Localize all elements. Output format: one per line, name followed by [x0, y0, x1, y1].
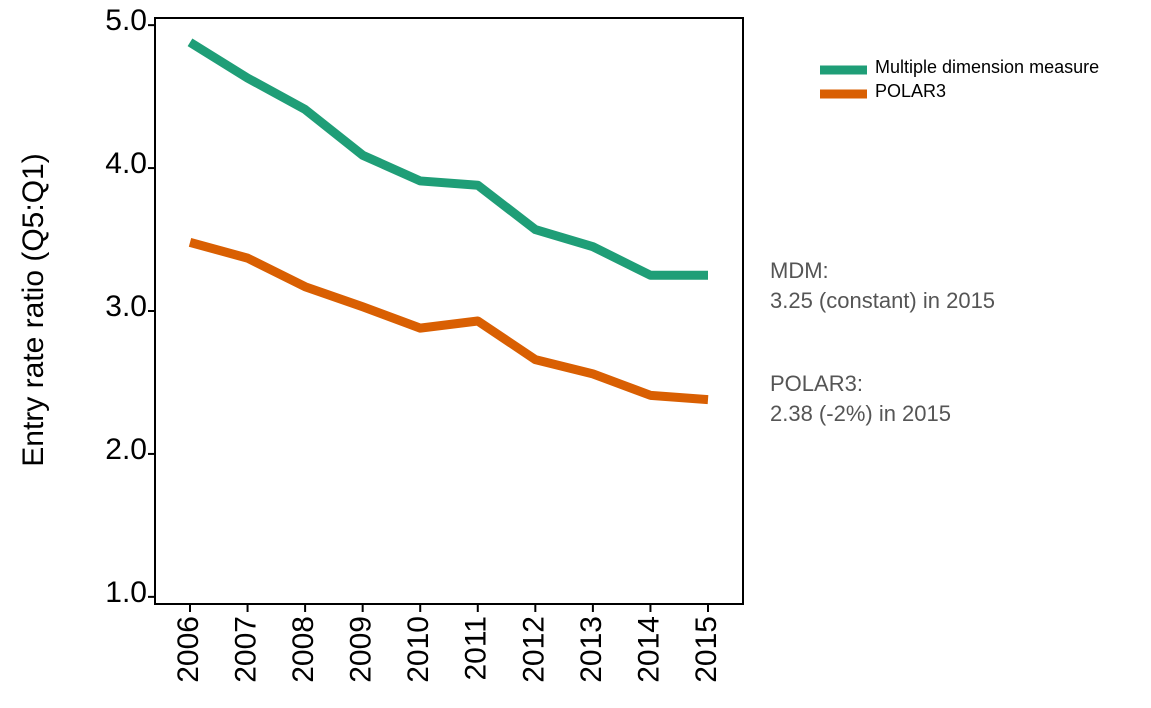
series-line	[187, 38, 708, 280]
series-line	[188, 238, 709, 405]
plot-frame	[154, 17, 744, 605]
y-axis-label: Entry rate ratio (Q5:Q1)	[17, 153, 50, 466]
x-tick-label: 2012	[517, 616, 550, 683]
x-tick-label: 2008	[287, 616, 320, 683]
x-tick-label: 2010	[402, 616, 435, 683]
y-tick-label: 3.0	[105, 290, 147, 323]
annotation: 3.25 (constant) in 2015	[770, 288, 995, 313]
y-tick-label: 2.0	[105, 433, 147, 466]
y-tick-label: 5.0	[105, 4, 147, 37]
annotation: MDM:	[770, 258, 829, 283]
x-tick-label: 2011	[460, 616, 493, 681]
annotation: POLAR3:	[770, 371, 863, 396]
x-tick-label: 2015	[690, 616, 723, 683]
y-tick-label: 4.0	[105, 147, 147, 180]
legend-label: POLAR3	[875, 81, 946, 101]
legend-label: Multiple dimension measure	[875, 57, 1099, 77]
y-tick-label: 1.0	[105, 576, 147, 609]
x-tick-label: 2007	[229, 616, 262, 683]
x-tick-label: 2009	[345, 616, 378, 683]
annotation: 2.38 (-2%) in 2015	[770, 401, 951, 426]
x-tick-label: 2006	[172, 616, 205, 683]
x-tick-label: 2013	[575, 616, 608, 683]
x-tick-label: 2014	[632, 616, 665, 683]
